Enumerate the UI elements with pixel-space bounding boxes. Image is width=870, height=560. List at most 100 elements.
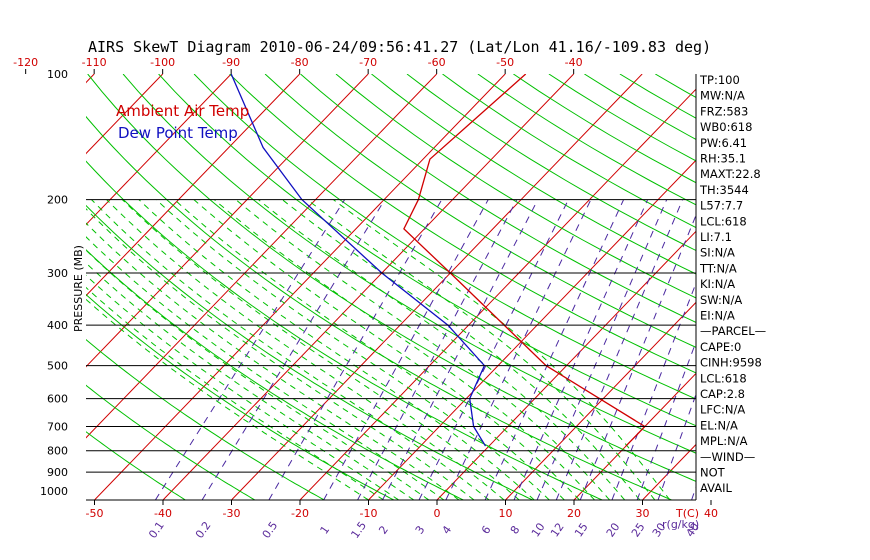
mixing-ratio-label: 0.5 xyxy=(260,519,281,541)
dry-adiabat-line xyxy=(86,431,186,500)
index-item: EI:N/A xyxy=(700,309,735,323)
bottom-temp-tick-label: -30 xyxy=(223,507,241,520)
bottom-temp-tick-label: 0 xyxy=(434,507,441,520)
mixing-ratio-label: 0.2 xyxy=(193,519,214,541)
moist-adiabat-line xyxy=(138,199,535,500)
top-temp-tick-label: -60 xyxy=(428,56,446,69)
mixing-ratio-label: 20 xyxy=(604,521,623,540)
index-item: LCL:618 xyxy=(700,371,747,385)
bottom-temp-tick-label: -40 xyxy=(154,507,172,520)
index-item: —PARCEL— xyxy=(700,324,766,338)
mixing-ratio-line xyxy=(154,199,346,500)
bottom-temp-tick-label: -20 xyxy=(291,507,309,520)
moist-adiabat-line xyxy=(106,199,505,500)
top-temp-tick-label: -120 xyxy=(13,56,38,69)
dry-adiabat-line xyxy=(86,115,672,500)
pressure-tick-label: 100 xyxy=(47,68,68,81)
dry-adiabat-line xyxy=(87,74,696,482)
legend-dew-point-temp: Dew Point Temp xyxy=(118,124,238,142)
dry-adiabat-line xyxy=(655,74,696,98)
moist-adiabat-line xyxy=(121,199,520,500)
pressure-tick-label: 500 xyxy=(47,360,68,373)
plot-frame xyxy=(86,74,697,501)
top-temp-tick-label: -50 xyxy=(496,56,514,69)
index-item: MAXT:22.8 xyxy=(700,167,761,181)
temperature-profile-line xyxy=(403,74,646,447)
mixing-ratio-label: 3 xyxy=(413,523,428,536)
mixing-ratio-label: 12 xyxy=(548,521,567,540)
moist-adiabat-line xyxy=(235,199,610,500)
moist-adiabat-line xyxy=(86,286,384,500)
mixing-ratio-label: 15 xyxy=(572,521,591,540)
index-item: WB0:618 xyxy=(700,120,752,134)
moist-adiabat-line xyxy=(91,199,490,500)
index-item: SW:N/A xyxy=(700,293,742,307)
mixing-ratio-label: 1.5 xyxy=(348,519,369,541)
isotherm-line xyxy=(299,88,696,500)
isotherm-line xyxy=(162,74,575,500)
moist-adiabat-line xyxy=(86,222,460,500)
mixing-ratio-unit-label: r(g/kg) xyxy=(662,518,699,531)
moist-adiabat-line xyxy=(174,199,565,500)
chart-title: AIRS SkewT Diagram 2010-06-24/09:56:41.2… xyxy=(88,38,711,56)
top-temp-tick-label: -90 xyxy=(222,56,240,69)
mixing-ratio-label: 6 xyxy=(479,523,494,536)
dry-adiabat-line xyxy=(86,204,533,500)
mixing-ratio-line xyxy=(357,199,518,500)
moist-adiabat-line xyxy=(86,236,445,500)
mixing-ratio-line xyxy=(513,199,649,500)
mixing-ratio-line xyxy=(484,199,625,500)
top-temp-tick-label: -80 xyxy=(291,56,309,69)
dry-adiabat-line xyxy=(86,293,395,500)
top-temp-tick-label: -40 xyxy=(565,56,583,69)
index-item: TP:100 xyxy=(699,73,740,87)
moist-adiabat-line xyxy=(155,199,550,500)
index-item: AVAIL xyxy=(700,481,733,495)
dry-adiabat-line xyxy=(86,384,256,500)
index-item: CAPE:0 xyxy=(700,340,741,354)
isotherm-line xyxy=(94,74,506,500)
mixing-ratio-line xyxy=(536,199,668,500)
dry-adiabat-line xyxy=(86,338,325,500)
temp-unit-label: T(C) xyxy=(675,507,699,520)
index-item: LFC:N/A xyxy=(700,403,745,417)
moist-adiabat-line xyxy=(86,208,475,500)
moist-adiabat-line xyxy=(281,199,641,500)
isotherm-line xyxy=(505,301,696,500)
mixing-ratio-line xyxy=(555,199,684,500)
mixing-ratio-label: 25 xyxy=(629,521,648,540)
mixing-ratio-label: 2 xyxy=(376,523,391,536)
index-item: TH:3544 xyxy=(699,183,749,197)
mixing-ratio-label: 0.1 xyxy=(146,519,167,541)
mixing-ratio-line xyxy=(445,199,592,500)
dry-adiabat-line xyxy=(300,74,696,324)
isotherm-line xyxy=(86,74,232,226)
dry-adiabat-line xyxy=(193,74,696,400)
index-item: MPL:N/A xyxy=(700,434,748,448)
top-temp-tick-label: -70 xyxy=(359,56,377,69)
moist-adiabat-line xyxy=(213,199,595,500)
dry-adiabat-line xyxy=(86,160,603,500)
index-item: L57:7.7 xyxy=(700,199,743,213)
bottom-temp-tick-label: 40 xyxy=(704,507,718,520)
isotherm-line xyxy=(231,74,643,500)
index-item: CINH:9598 xyxy=(700,356,762,370)
index-item: —WIND— xyxy=(700,450,755,464)
index-item: MW:N/A xyxy=(700,89,745,103)
isotherm-line xyxy=(0,74,26,500)
pressure-tick-label: 400 xyxy=(47,319,68,332)
mixing-ratio-line xyxy=(268,199,443,500)
plot-area xyxy=(0,74,870,500)
index-item: LI:7.1 xyxy=(700,230,732,244)
dry-adiabat-line xyxy=(158,74,696,427)
index-item: PW:6.41 xyxy=(700,136,747,150)
pressure-tick-label: 800 xyxy=(47,445,68,458)
isotherm-line xyxy=(86,74,438,439)
mixing-ratio-label: 1 xyxy=(318,523,333,536)
moist-adiabat-line xyxy=(86,274,399,500)
pressure-tick-label: 200 xyxy=(47,194,68,207)
top-temp-tick-label: -100 xyxy=(150,56,175,69)
isotherm-line xyxy=(780,74,870,500)
